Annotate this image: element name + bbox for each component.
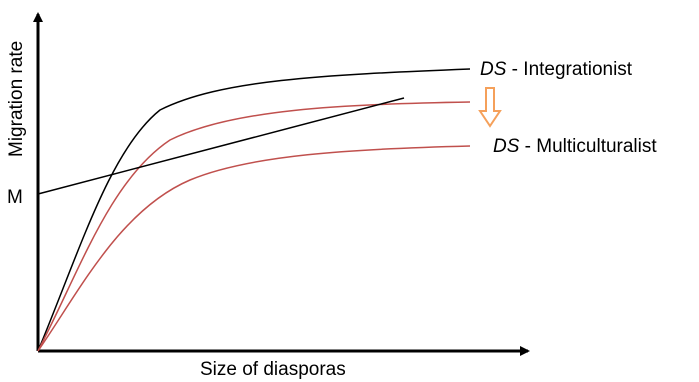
multiculturalist-label: DS - Multiculturalist: [493, 136, 657, 157]
y-tick-label: M: [7, 187, 23, 208]
integrationist-label-suffix: - Integrationist: [506, 59, 632, 80]
migration-line: [37, 97, 405, 195]
multiculturalist-label-suffix: - Multiculturalist: [519, 136, 657, 157]
y-axis-label: Migration rate: [6, 41, 27, 157]
intermediate-curve: [37, 101, 471, 352]
integrationist-label: DS - Integrationist: [480, 59, 633, 80]
integrationist-curve: [37, 68, 471, 352]
integrationist-label-prefix: DS: [480, 59, 507, 80]
down-arrow-icon: [478, 87, 502, 128]
multiculturalist-curve: [37, 145, 471, 352]
x-axis-label: Size of diasporas: [200, 359, 346, 380]
multiculturalist-label-prefix: DS: [493, 136, 520, 157]
